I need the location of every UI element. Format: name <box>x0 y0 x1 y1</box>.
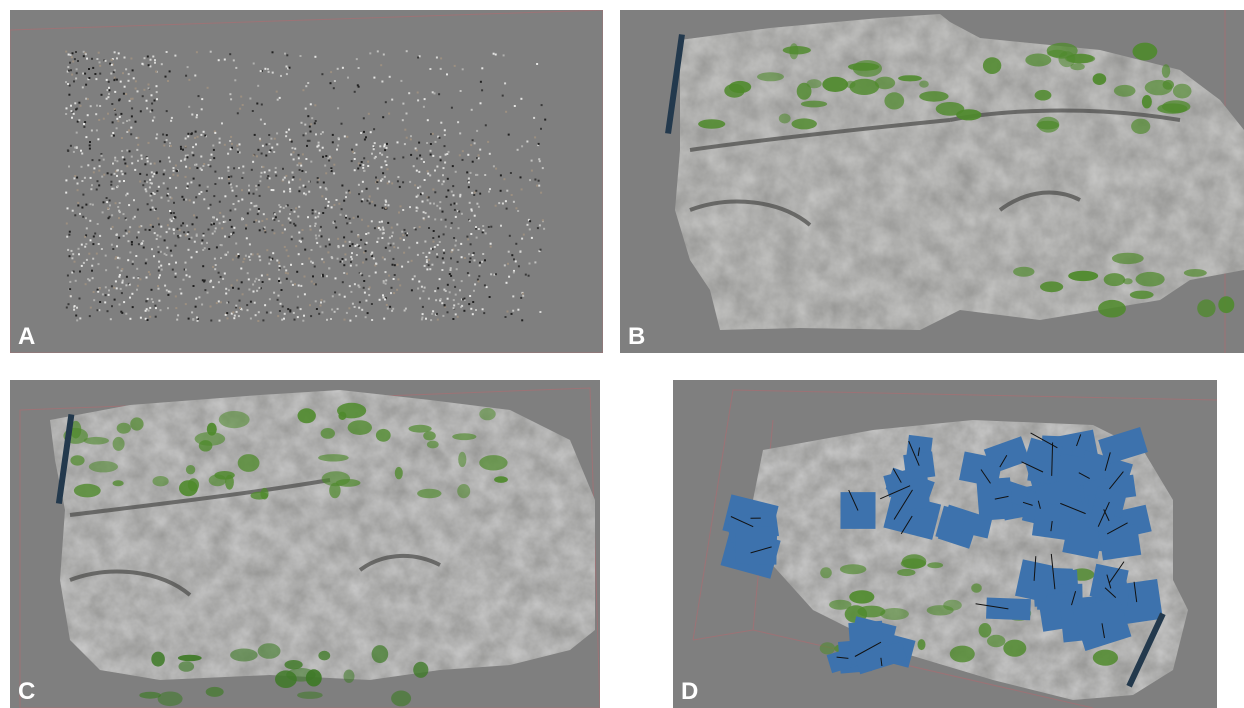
panel-d-viewport <box>692 389 1217 708</box>
scale-bar <box>1126 612 1166 688</box>
panel-label-a: A <box>18 323 36 350</box>
rock-cracks <box>689 108 1181 227</box>
bounding-box <box>19 387 600 708</box>
scale-bar <box>55 414 75 504</box>
camera-planes <box>720 427 1163 675</box>
sparse-points <box>65 50 547 322</box>
bounding-box <box>10 10 603 353</box>
panel-c-dense-point-cloud: C <box>10 380 600 708</box>
vegetation-patches <box>63 402 508 707</box>
panel-a-viewport <box>10 10 603 353</box>
rock-cracks <box>69 478 441 597</box>
panel-b-textured-mesh: B <box>620 10 1244 353</box>
panel-a-sparse-point-cloud: A <box>10 10 603 353</box>
vegetation-patches <box>698 42 1235 318</box>
scale-bar <box>665 34 685 134</box>
panel-d-camera-positions: D <box>673 380 1217 708</box>
panel-label-c: C <box>18 678 36 705</box>
panel-c-viewport <box>19 387 600 708</box>
rock-texture <box>675 14 1244 330</box>
camera-rays <box>730 432 1138 667</box>
panel-label-d: D <box>681 678 699 705</box>
panel-b-viewport <box>665 10 1244 353</box>
panel-label-b: B <box>628 323 646 350</box>
